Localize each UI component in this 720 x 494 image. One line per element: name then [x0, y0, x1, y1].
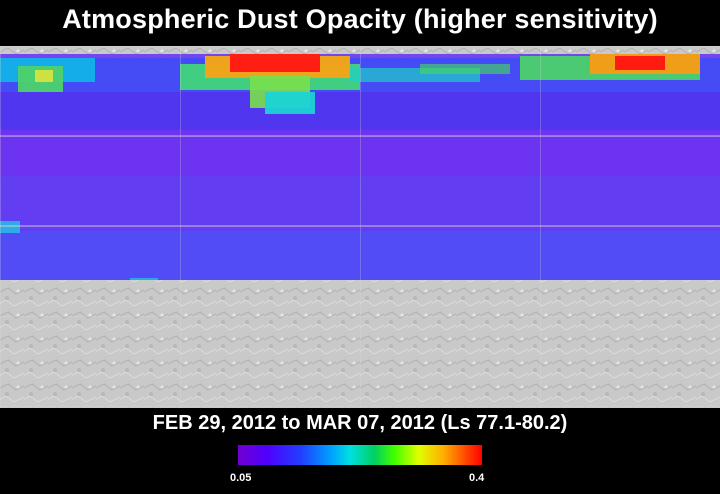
graticule — [0, 46, 720, 408]
colorbar — [238, 445, 482, 465]
colorbar-max-label: 0.4 — [469, 472, 485, 484]
colorbar-gradient — [238, 445, 482, 465]
map-title: Atmospheric Dust Opacity (higher sensiti… — [62, 4, 658, 34]
date-range-label: FEB 29, 2012 to MAR 07, 2012 (Ls 77.1-80… — [152, 412, 568, 434]
dust-opacity-map — [0, 46, 720, 408]
colorbar-min-label: 0.05 — [230, 472, 252, 484]
